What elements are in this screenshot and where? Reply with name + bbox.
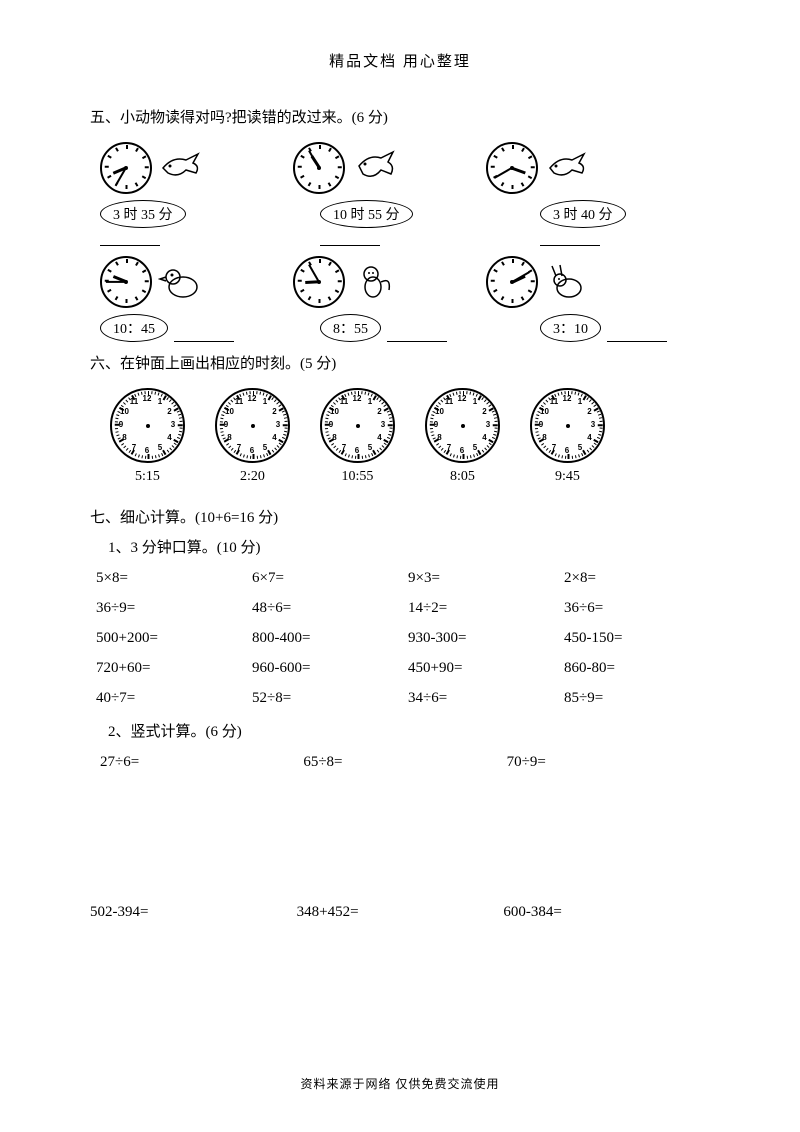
section6-title: 六、在钟面上画出相应的时刻。(5 分) xyxy=(90,352,710,376)
time-label-5: 8：55 xyxy=(320,314,381,342)
clock-2 xyxy=(293,142,345,194)
clock-1 xyxy=(100,142,152,194)
calc-item: 800-400= xyxy=(252,623,398,653)
section5-row2-labels: 10：45 8：55 3：10 xyxy=(90,314,710,342)
vertical-calc-1: 27÷6= 65÷8= 70÷9= xyxy=(90,747,710,777)
answer-blank xyxy=(540,230,600,246)
time-labels-row: 5:15 2:20 10:55 8:05 9:45 xyxy=(90,469,710,485)
calc-item: 960-600= xyxy=(252,653,398,683)
calc-item: 27÷6= xyxy=(100,747,303,777)
answer-blank xyxy=(607,326,667,342)
time-label: 10:55 xyxy=(320,469,395,485)
answer-blank xyxy=(387,326,447,342)
bird-icon xyxy=(544,148,594,188)
blank-clocks: 1212345678910111212345678910111212345678… xyxy=(90,388,710,463)
section7-sub1-title: 1、3 分钟口算。(10 分) xyxy=(90,533,710,563)
time-label: 2:20 xyxy=(215,469,290,485)
section5-row2-clocks xyxy=(90,256,710,308)
answer-blank xyxy=(100,230,160,246)
calc-item: 34÷6= xyxy=(408,683,554,713)
clock-3 xyxy=(486,142,538,194)
time-label-2: 10 时 55 分 xyxy=(320,200,413,228)
section5-row1-labels: 3 时 35 分 10 时 55 分 3 时 40 分 xyxy=(90,200,710,246)
calc-item: 70÷9= xyxy=(507,747,710,777)
clock-4 xyxy=(100,256,152,308)
calc-item: 36÷6= xyxy=(564,593,710,623)
section5-title: 五、小动物读得对吗?把读错的改过来。(6 分) xyxy=(90,106,710,130)
calc-item: 85÷9= xyxy=(564,683,710,713)
vertical-calc-2: 502-394= 348+452= 600-384= xyxy=(90,897,710,927)
time-label-1: 3 时 35 分 xyxy=(100,200,186,228)
calc-item: 600-384= xyxy=(503,897,710,927)
clock-6 xyxy=(486,256,538,308)
clock-5 xyxy=(293,256,345,308)
calc-item: 52÷8= xyxy=(252,683,398,713)
calc-item: 48÷6= xyxy=(252,593,398,623)
time-label-3: 3 时 40 分 xyxy=(540,200,626,228)
time-label: 9:45 xyxy=(530,469,605,485)
duck-icon xyxy=(158,262,208,302)
calc-item: 860-80= xyxy=(564,653,710,683)
monkey-icon xyxy=(351,262,401,302)
rabbit-icon xyxy=(544,262,594,302)
calc-item: 348+452= xyxy=(297,897,504,927)
calc-item: 450+90= xyxy=(408,653,554,683)
calc-item: 720+60= xyxy=(96,653,242,683)
section5-row1-clocks xyxy=(90,142,710,194)
calc-item: 930-300= xyxy=(408,623,554,653)
bird-icon xyxy=(351,148,401,188)
answer-blank xyxy=(320,230,380,246)
calc-item: 500+200= xyxy=(96,623,242,653)
calc-item: 5×8= xyxy=(96,563,242,593)
section7-title: 七、细心计算。(10+6=16 分) xyxy=(90,503,710,533)
calc-item: 502-394= xyxy=(90,897,297,927)
time-label-6: 3：10 xyxy=(540,314,601,342)
calc-item: 36÷9= xyxy=(96,593,242,623)
calc-item: 2×8= xyxy=(564,563,710,593)
time-label-4: 10：45 xyxy=(100,314,168,342)
page-footer: 资料来源于网络 仅供免费交流使用 xyxy=(0,1075,800,1092)
time-label: 8:05 xyxy=(425,469,500,485)
calc-item: 65÷8= xyxy=(303,747,506,777)
page-header: 精品文档 用心整理 xyxy=(90,50,710,71)
time-label: 5:15 xyxy=(110,469,185,485)
mental-calc-grid: 5×8= 6×7= 9×3= 2×8= 36÷9= 48÷6= 14÷2= 36÷6= 500+… xyxy=(90,563,710,713)
answer-blank xyxy=(174,326,234,342)
bird-icon xyxy=(158,148,208,188)
calc-item: 40÷7= xyxy=(96,683,242,713)
calc-item: 9×3= xyxy=(408,563,554,593)
calc-item: 450-150= xyxy=(564,623,710,653)
section7-sub2-title: 2、竖式计算。(6 分) xyxy=(90,717,710,747)
calc-item: 14÷2= xyxy=(408,593,554,623)
calc-item: 6×7= xyxy=(252,563,398,593)
